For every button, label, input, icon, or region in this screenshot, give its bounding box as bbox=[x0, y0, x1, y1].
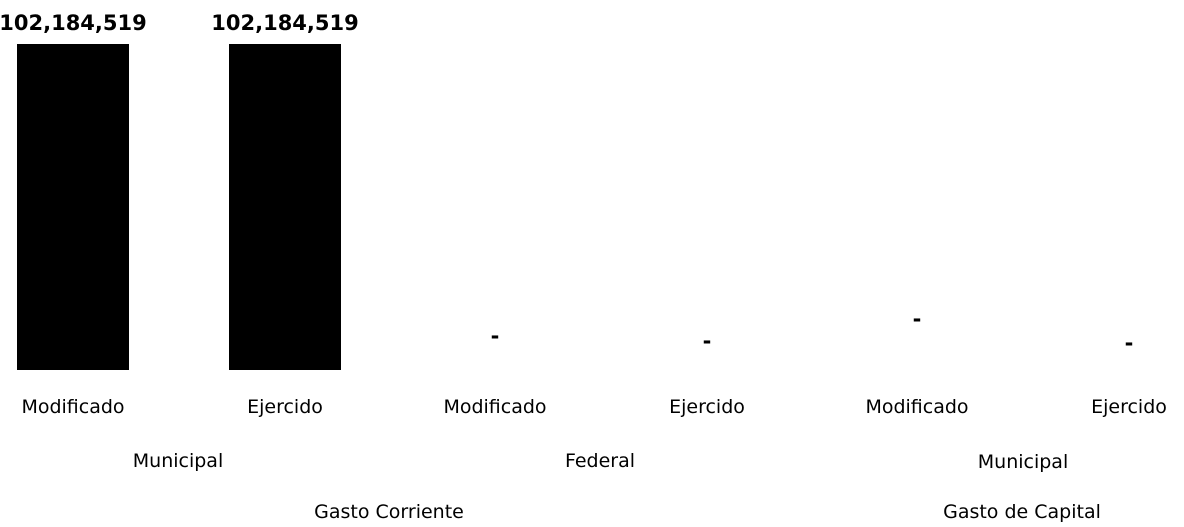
category-labels-layer: Modificado Ejercido Modificado Ejercido Modi… bbox=[21, 396, 1166, 418]
group-level1-labels-layer: Municipal Federal Municipal bbox=[133, 450, 1068, 473]
bar bbox=[229, 44, 341, 370]
category-label: Ejercido bbox=[669, 396, 745, 418]
category-label: Modificado bbox=[443, 396, 546, 418]
category-label: Modificado bbox=[21, 396, 124, 418]
category-label: Ejercido bbox=[247, 396, 323, 418]
category-label: Modificado bbox=[865, 396, 968, 418]
data-label: 102,184,519 bbox=[211, 11, 358, 35]
group-level2-labels-layer: Gasto Corriente Gasto de Capital bbox=[314, 501, 1101, 523]
data-label: 102,184,519 bbox=[0, 11, 147, 35]
data-label: - bbox=[703, 329, 712, 353]
group-label: Municipal bbox=[133, 450, 223, 472]
category-label: Ejercido bbox=[1091, 396, 1167, 418]
bars-layer bbox=[17, 44, 341, 370]
group-label: Municipal bbox=[978, 451, 1068, 473]
data-label: - bbox=[491, 324, 500, 348]
group-label: Gasto Corriente bbox=[314, 501, 464, 523]
bar bbox=[17, 44, 129, 370]
group-label: Gasto de Capital bbox=[943, 501, 1101, 523]
data-label: - bbox=[913, 307, 922, 331]
data-label: - bbox=[1125, 331, 1134, 355]
group-label: Federal bbox=[565, 450, 635, 472]
value-labels-layer: 102,184,519 102,184,519 - - - - bbox=[0, 11, 1133, 355]
